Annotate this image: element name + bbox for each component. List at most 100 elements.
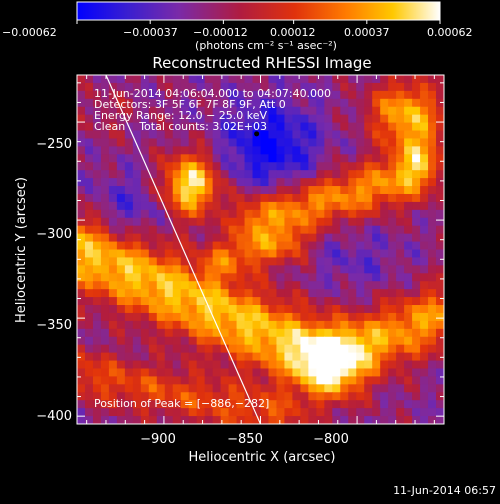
heatmap-cell bbox=[188, 305, 198, 314]
heatmap-cell bbox=[428, 352, 437, 362]
heatmap-cell bbox=[356, 193, 365, 203]
heatmap-cell bbox=[124, 106, 134, 116]
heatmap-cell bbox=[228, 368, 238, 378]
heatmap-cell bbox=[348, 257, 357, 266]
heatmap-cell bbox=[180, 273, 190, 282]
heatmap-cell bbox=[156, 249, 166, 259]
heatmap-cell bbox=[348, 416, 357, 424]
heatmap-cell bbox=[260, 98, 270, 108]
heatmap-cell bbox=[420, 305, 429, 314]
heatmap-cell bbox=[404, 408, 413, 417]
heatmap-cell bbox=[260, 114, 270, 124]
heatmap-cell bbox=[364, 130, 373, 140]
heatmap-cell bbox=[396, 408, 405, 417]
heatmap-cell bbox=[212, 352, 222, 362]
heatmap-cell bbox=[100, 146, 110, 155]
heatmap-cell bbox=[268, 154, 278, 163]
heatmap-cell bbox=[252, 344, 262, 354]
heatmap-cell bbox=[332, 146, 341, 155]
heatmap-cell bbox=[316, 114, 325, 124]
heatmap-cell bbox=[260, 257, 270, 266]
heatmap-cell bbox=[156, 201, 166, 211]
heatmap-cell bbox=[388, 344, 397, 354]
heatmap-cell bbox=[292, 297, 301, 306]
heatmap-cell bbox=[124, 281, 134, 290]
heatmap-cell bbox=[116, 336, 126, 346]
heatmap-cell bbox=[220, 360, 230, 370]
heatmap-cell bbox=[140, 193, 150, 203]
heatmap-cell bbox=[332, 336, 341, 346]
heatmap-cell bbox=[77, 75, 86, 84]
heatmap-cell bbox=[348, 297, 357, 306]
heatmap-cell bbox=[244, 312, 254, 322]
heatmap-cell bbox=[116, 352, 126, 362]
heatmap-cell bbox=[220, 233, 230, 243]
heatmap-cell bbox=[380, 241, 389, 251]
heatmap-cell bbox=[412, 312, 421, 322]
heatmap-cell bbox=[340, 201, 349, 211]
heatmap-cell bbox=[124, 392, 134, 401]
heatmap-cell bbox=[388, 360, 397, 370]
heatmap-cell bbox=[164, 106, 174, 116]
heatmap-cell bbox=[188, 281, 198, 290]
heatmap-cell bbox=[316, 416, 325, 424]
heatmap-cell bbox=[332, 368, 341, 378]
heatmap-cell bbox=[140, 265, 150, 274]
heatmap-cell bbox=[124, 416, 134, 424]
heatmap-cell bbox=[332, 320, 341, 330]
heatmap-cell bbox=[220, 162, 230, 171]
heatmap-cell bbox=[380, 336, 389, 346]
heatmap-cell bbox=[228, 336, 238, 346]
heatmap-cell bbox=[204, 312, 214, 322]
heatmap-cell bbox=[204, 170, 214, 179]
heatmap-cell bbox=[108, 265, 118, 274]
heatmap-cell bbox=[300, 75, 309, 84]
heatmap-cell bbox=[132, 360, 142, 370]
heatmap-cell bbox=[292, 344, 301, 354]
heatmap-cell bbox=[292, 75, 301, 84]
heatmap-cell bbox=[268, 146, 278, 155]
heatmap-cell bbox=[124, 82, 134, 92]
heatmap-cell bbox=[364, 344, 373, 354]
heatmap-cell bbox=[364, 384, 373, 393]
heatmap-cell bbox=[212, 82, 222, 92]
heatmap-cell bbox=[188, 114, 198, 124]
heatmap-cell bbox=[148, 98, 158, 108]
heatmap-cell bbox=[172, 305, 182, 314]
heatmap-cell bbox=[77, 328, 86, 338]
heatmap-cell bbox=[132, 289, 142, 298]
heatmap-cell bbox=[228, 384, 238, 393]
heatmap-cell bbox=[292, 305, 301, 314]
heatmap-cell bbox=[372, 217, 381, 227]
heatmap-cell bbox=[292, 384, 301, 393]
heatmap-cell bbox=[148, 162, 158, 171]
heatmap-cell bbox=[148, 257, 158, 266]
heatmap-cell bbox=[348, 376, 357, 385]
heatmap-cell bbox=[396, 217, 405, 227]
heatmap-cell bbox=[212, 336, 222, 346]
heatmap-cell bbox=[196, 352, 206, 362]
heatmap-cell bbox=[420, 273, 429, 282]
x-axis-label: Heliocentric X (arcsec) bbox=[189, 450, 336, 465]
heatmap-cell bbox=[100, 138, 110, 147]
heatmap-cell bbox=[77, 273, 86, 282]
heatmap-cell bbox=[404, 384, 413, 393]
heatmap-cell bbox=[180, 281, 190, 290]
heatmap-cell bbox=[260, 392, 270, 401]
heatmap-cell bbox=[332, 384, 341, 393]
heatmap-cell bbox=[396, 392, 405, 401]
heatmap-cell bbox=[228, 400, 238, 409]
heatmap-cell bbox=[212, 257, 222, 266]
heatmap-cell bbox=[428, 360, 437, 370]
heatmap-cell bbox=[116, 201, 126, 211]
heatmap-cell bbox=[236, 392, 246, 401]
heatmap-cell bbox=[172, 170, 182, 179]
heatmap-cell bbox=[92, 122, 102, 132]
heatmap-cell bbox=[324, 98, 333, 108]
heatmap-cell bbox=[108, 217, 118, 227]
heatmap-cell bbox=[116, 297, 126, 306]
heatmap-cell bbox=[196, 122, 206, 132]
heatmap-cell bbox=[100, 328, 110, 338]
heatmap-cell bbox=[372, 328, 381, 338]
heatmap-cell bbox=[340, 122, 349, 132]
